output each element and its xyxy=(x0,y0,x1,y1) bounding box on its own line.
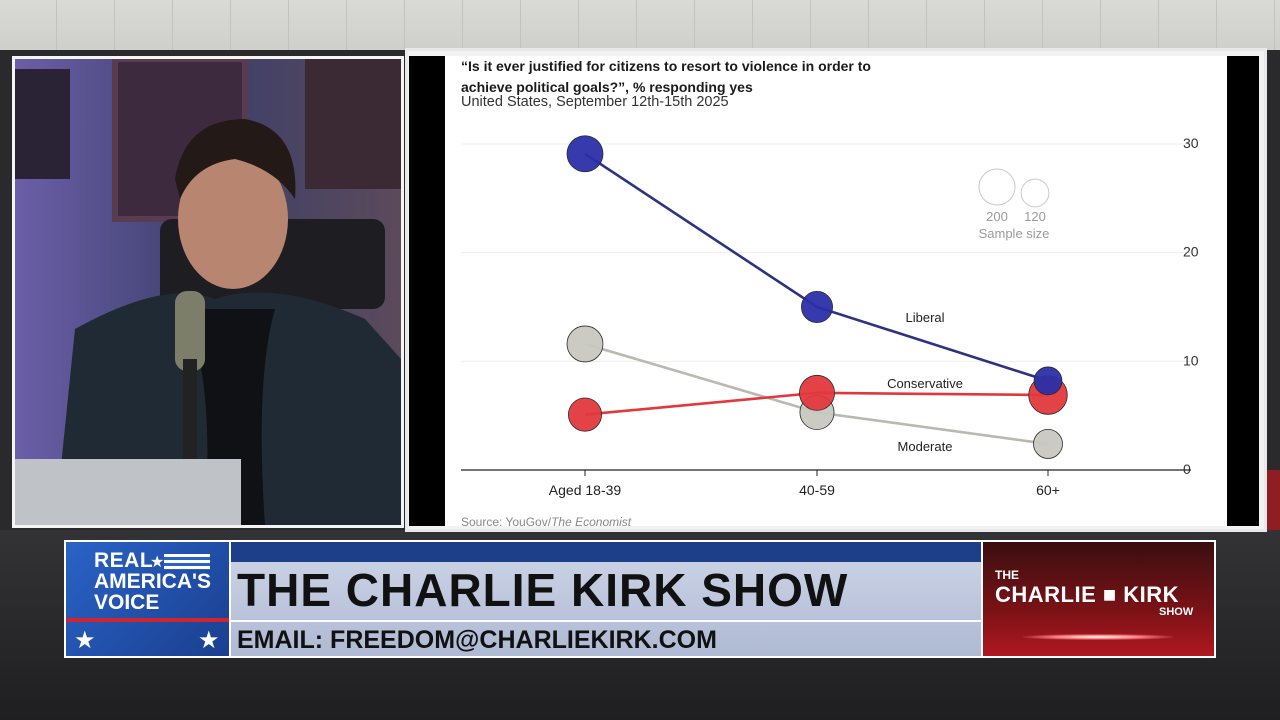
x-tick-label: Aged 18-39 xyxy=(549,482,622,498)
size-legend-value: 200 xyxy=(986,209,1008,224)
y-tick-label: 0 xyxy=(1183,461,1191,477)
chart-source: Source: YouGov/The Economist xyxy=(461,515,631,526)
backdrop-accent xyxy=(1266,470,1280,530)
y-tick-label: 30 xyxy=(1183,135,1199,151)
star-icon: ★ xyxy=(74,627,96,654)
x-tick-label: 40-59 xyxy=(799,482,835,498)
data-point-liberal xyxy=(1033,366,1063,396)
network-logo-line3: VOICE xyxy=(94,591,160,614)
chart-title: “Is it ever justified for citizens to re… xyxy=(461,58,871,95)
chart-source-prefix: Source: YouGov/ xyxy=(461,515,552,526)
flag-stripes-icon xyxy=(164,554,210,570)
backdrop-wall xyxy=(0,0,1280,50)
series-label-conservative: Conservative xyxy=(887,376,963,391)
banner-divider xyxy=(231,620,981,622)
brand-name: CHARLIE ■ KIRK xyxy=(995,582,1180,607)
data-point-liberal xyxy=(566,135,604,173)
chart-panel: “Is it ever justified for citizens to re… xyxy=(445,56,1227,526)
chart-source-publication: The Economist xyxy=(551,515,632,526)
data-point-moderate xyxy=(1033,429,1063,459)
banner-top-strip xyxy=(231,542,981,562)
lower-third: REAL ★ AMERICA'S VOICE ★ ★ THE CHARLIE K… xyxy=(64,540,1216,660)
chart-subtitle: United States, September 12th-15th 2025 xyxy=(461,94,729,110)
logo-red-bar xyxy=(66,618,229,622)
x-tick-label: 60+ xyxy=(1036,482,1060,498)
brand-glow xyxy=(1023,634,1173,640)
flag-star-icon: ★ xyxy=(150,554,165,571)
show-email: EMAIL: FREEDOM@CHARLIEKIRK.COM xyxy=(237,626,717,654)
data-point-conservative xyxy=(568,397,602,432)
network-logo-line1: REAL xyxy=(94,549,154,572)
size-legend-value: 120 xyxy=(1024,209,1046,224)
show-brand-logo: THE CHARLIE ■ KIRK SHOW xyxy=(981,540,1216,658)
y-tick-label: 20 xyxy=(1183,244,1199,260)
series-label-moderate: Moderate xyxy=(898,439,953,454)
network-logo-line2: AMERICA'S xyxy=(94,570,211,593)
size-legend-circle xyxy=(1020,178,1050,208)
network-logo: REAL ★ AMERICA'S VOICE ★ ★ xyxy=(64,540,231,658)
show-title: THE CHARLIE KIRK SHOW xyxy=(237,564,849,616)
size-legend-title: Sample size xyxy=(979,226,1050,241)
host-camera-feed xyxy=(12,56,404,528)
data-point-moderate xyxy=(566,325,604,363)
star-icon: ★ xyxy=(198,627,220,654)
brand-show: SHOW xyxy=(1159,606,1194,618)
data-point-liberal xyxy=(801,291,833,323)
series-label-liberal: Liberal xyxy=(905,310,944,325)
chart-plot: 0 10 20 30 Aged 18-39 40-59 60+ Liberal Moderate… xyxy=(461,135,1199,498)
size-legend-circle xyxy=(978,168,1016,206)
y-tick-label: 10 xyxy=(1183,352,1199,368)
show-banner: THE CHARLIE KIRK SHOW EMAIL: FREEDOM@CHA… xyxy=(231,540,981,658)
data-point-conservative xyxy=(799,374,835,411)
brand-the: THE xyxy=(995,568,1019,582)
